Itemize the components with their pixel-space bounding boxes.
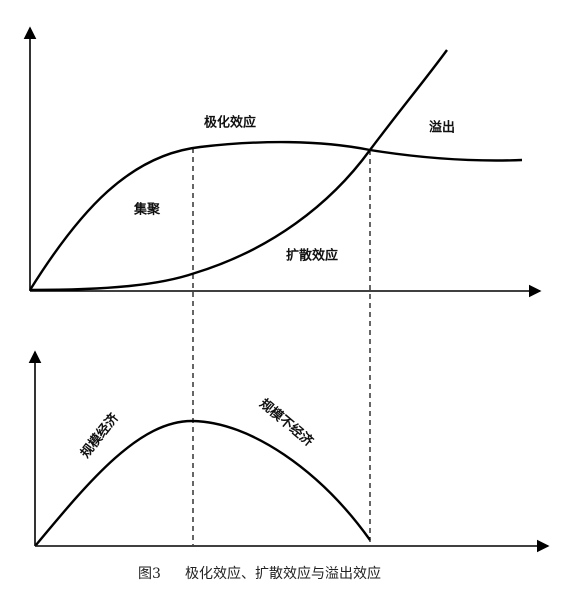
- label: 规模经济: [77, 409, 122, 461]
- label: 扩散效应: [286, 248, 338, 264]
- diffusion-curve: [29, 49, 448, 292]
- label: 溢出: [429, 120, 455, 136]
- caption-number: 图3: [138, 566, 161, 582]
- caption-text: 极化效应、扩散效应与溢出效应: [185, 565, 381, 582]
- label: 集聚: [133, 202, 161, 218]
- label: 极化效应: [204, 115, 256, 131]
- polarization-curve: [28, 140, 523, 291]
- scale-curve: [35, 419, 371, 546]
